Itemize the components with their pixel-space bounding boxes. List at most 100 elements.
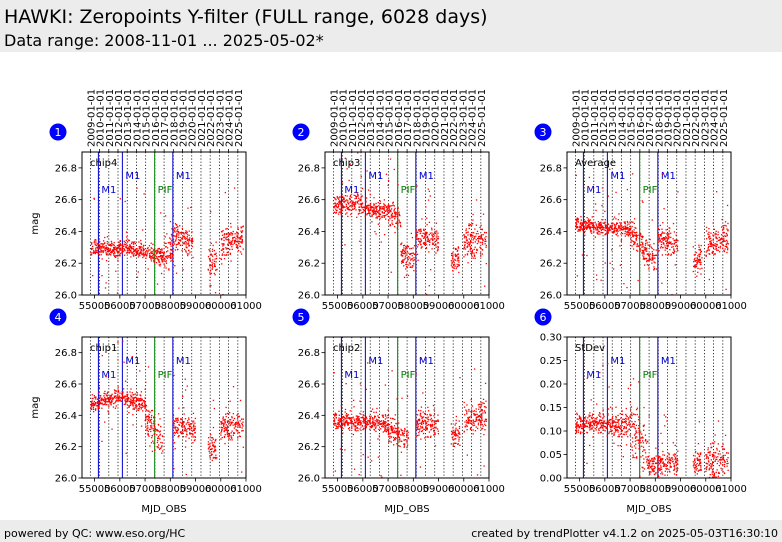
data-point (384, 429, 386, 431)
data-point (362, 208, 364, 211)
data-point (470, 409, 473, 411)
data-point (367, 189, 370, 191)
data-point (235, 244, 238, 246)
data-point (210, 253, 212, 256)
data-point (160, 252, 162, 254)
data-point (242, 248, 244, 250)
data-point (336, 209, 338, 212)
data-point (644, 242, 647, 245)
data-point (191, 430, 194, 432)
data-point (466, 231, 468, 234)
data-point (594, 236, 597, 238)
data-point (214, 449, 217, 451)
data-point (379, 423, 381, 426)
data-point (424, 235, 427, 237)
data-point (379, 208, 381, 210)
y-tick-label: 26.8 (540, 163, 562, 174)
event-label: M1 (125, 171, 140, 182)
data-point (636, 245, 638, 248)
data-point (381, 206, 384, 208)
data-point (116, 248, 118, 250)
data-point (391, 208, 393, 210)
data-point (241, 242, 243, 244)
data-point (160, 272, 163, 275)
data-point (585, 425, 587, 427)
data-point (374, 424, 376, 426)
data-point (599, 419, 601, 421)
data-point (576, 226, 578, 229)
data-point (342, 432, 344, 434)
data-point (175, 226, 177, 229)
data-point (336, 196, 338, 198)
data-point (142, 406, 144, 408)
data-point (432, 404, 435, 407)
data-point (181, 422, 184, 424)
data-point (595, 424, 598, 426)
data-point (458, 440, 460, 442)
data-point (112, 399, 114, 401)
data-point (94, 396, 96, 398)
data-point (388, 436, 390, 438)
data-point (363, 422, 365, 424)
data-point (376, 420, 378, 423)
data-point (586, 425, 588, 428)
data-point (478, 418, 480, 421)
data-point (420, 244, 422, 246)
data-point (416, 424, 418, 426)
data-point (437, 248, 439, 250)
data-point (342, 206, 345, 209)
data-point (592, 223, 594, 226)
data-point (463, 401, 465, 404)
data-point (592, 226, 594, 228)
data-point (454, 442, 456, 444)
data-point (591, 226, 593, 228)
data-point (419, 242, 421, 244)
data-point (129, 245, 131, 247)
data-point (98, 247, 100, 249)
data-point (470, 252, 472, 255)
data-point (355, 415, 358, 417)
data-point (142, 410, 144, 412)
data-point (150, 257, 152, 260)
data-point (344, 195, 347, 197)
data-point (99, 245, 102, 247)
data-point (627, 227, 629, 229)
data-point (224, 422, 226, 424)
data-point (653, 267, 656, 270)
data-point (636, 249, 638, 251)
data-point (587, 225, 589, 227)
data-point (144, 402, 146, 404)
data-point (432, 233, 435, 235)
data-point (473, 420, 475, 423)
data-point (420, 422, 423, 424)
data-point (384, 418, 387, 420)
data-point (215, 252, 217, 254)
data-point (452, 266, 454, 269)
data-point (146, 249, 148, 252)
data-point (194, 417, 197, 420)
data-point (437, 245, 439, 248)
data-point (380, 420, 383, 422)
data-point (151, 257, 154, 259)
data-point (584, 424, 586, 426)
data-point (226, 428, 228, 430)
data-point (390, 432, 392, 434)
data-point (638, 234, 640, 236)
data-point (140, 252, 142, 254)
data-point (484, 411, 487, 414)
data-point (182, 432, 184, 435)
data-point (96, 398, 98, 400)
data-point (133, 253, 135, 255)
data-point (173, 423, 175, 425)
data-point (159, 433, 162, 435)
data-point (454, 248, 457, 251)
data-point (393, 438, 396, 440)
data-point (104, 250, 106, 252)
data-point (149, 253, 151, 255)
data-point (402, 252, 405, 255)
data-point (92, 402, 95, 404)
data-point (474, 420, 477, 423)
data-point (181, 237, 183, 239)
data-point (126, 391, 128, 393)
data-point (473, 412, 475, 415)
